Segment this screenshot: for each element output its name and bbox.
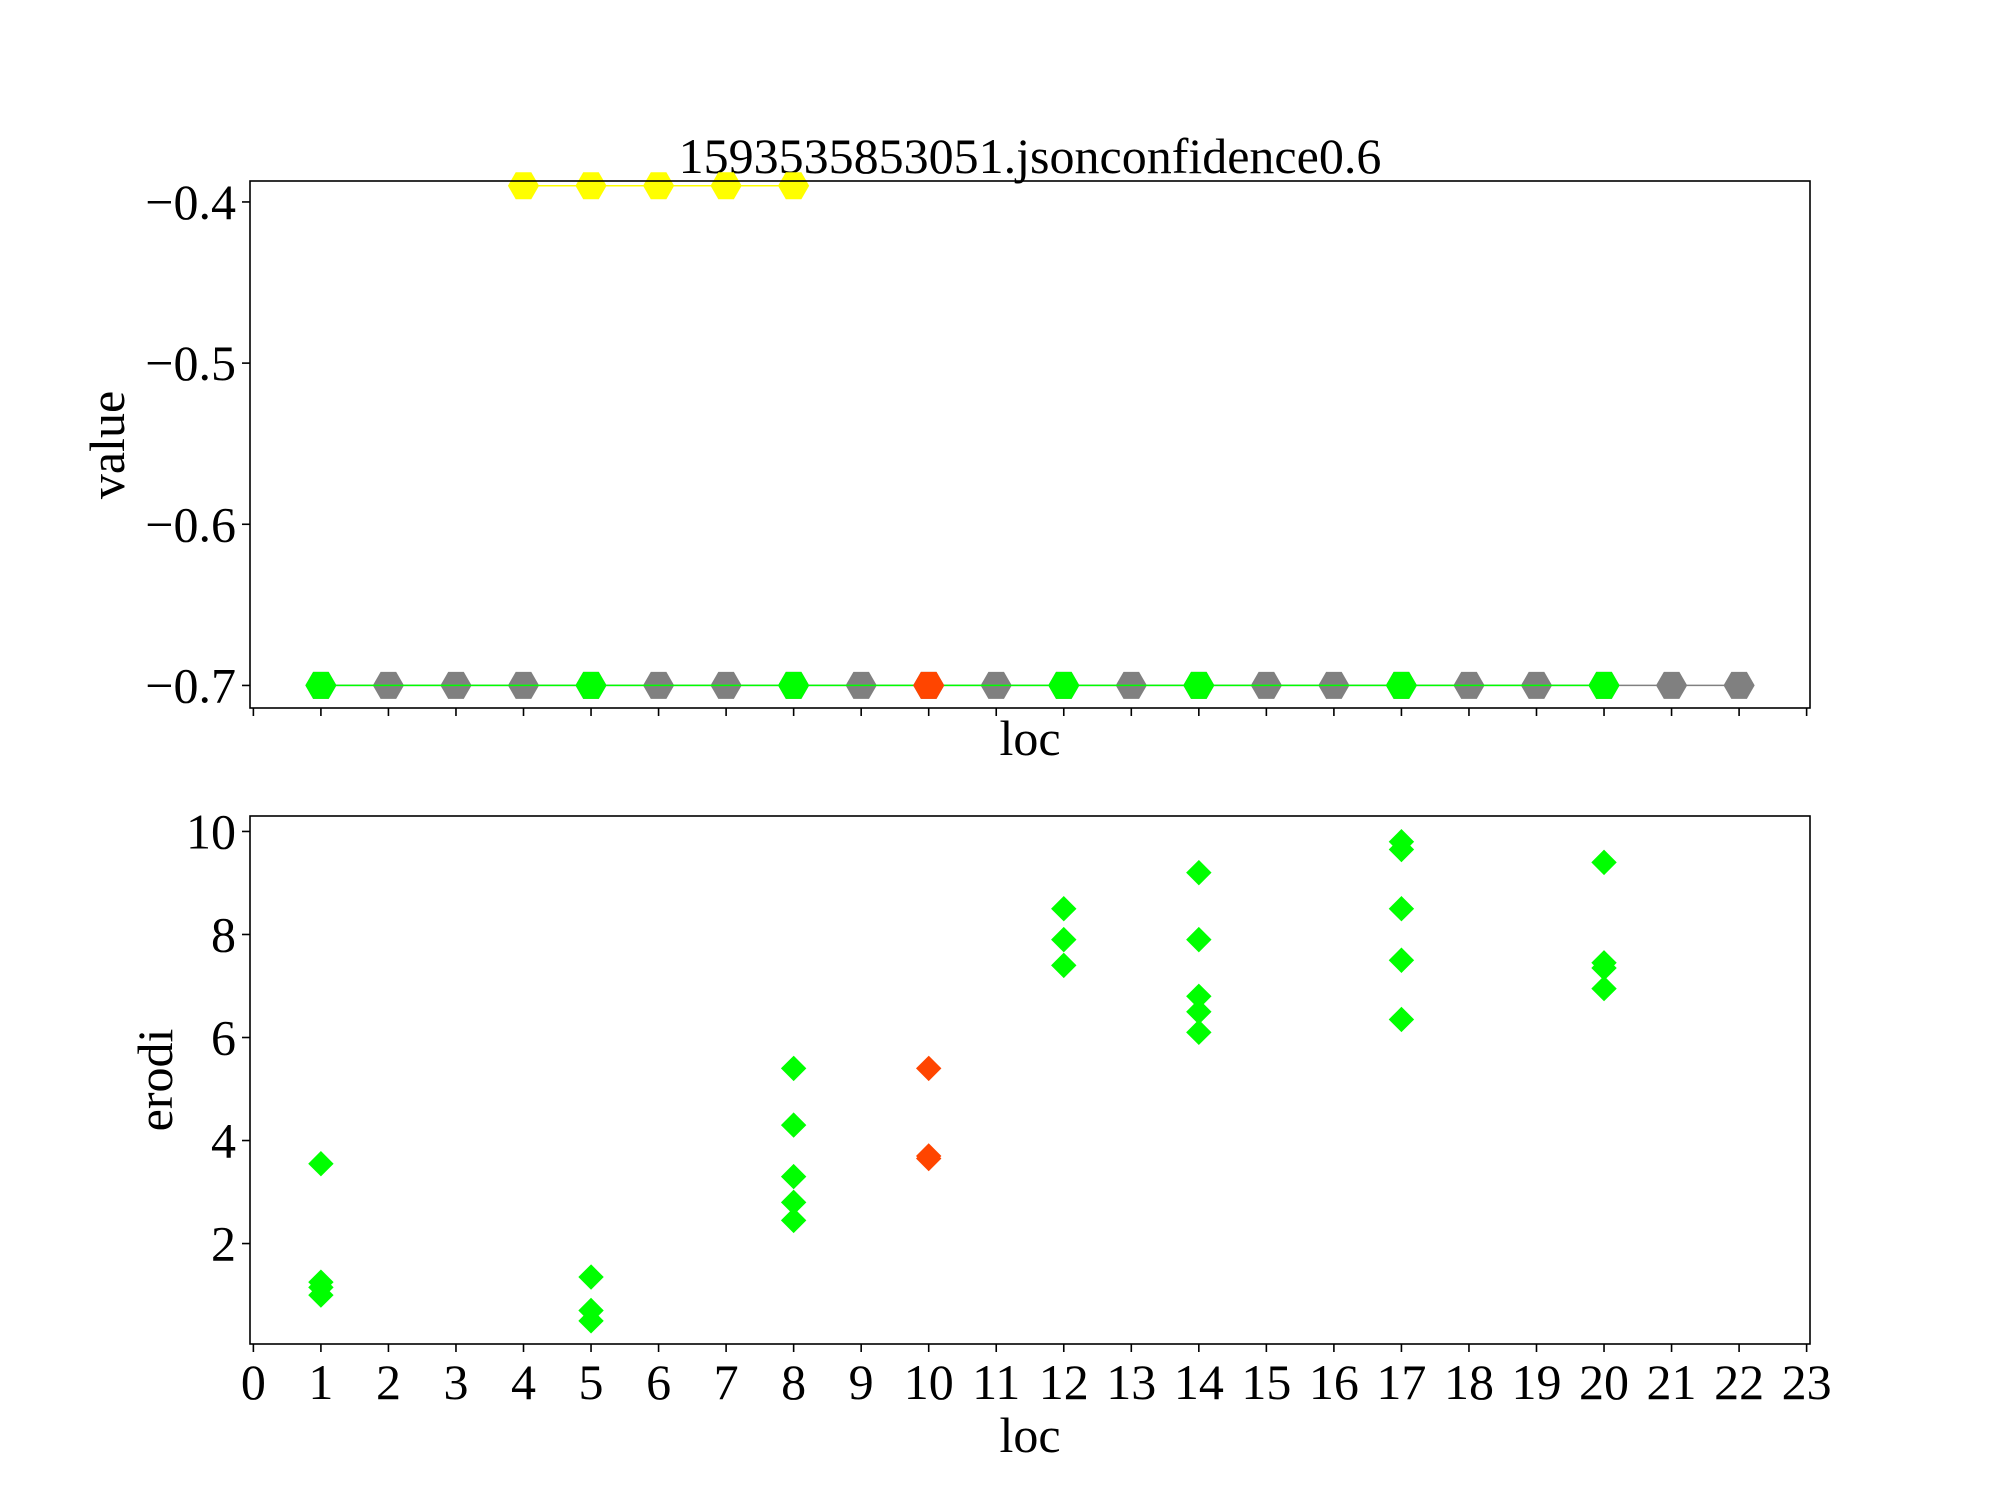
bottom-data-point xyxy=(1186,859,1212,886)
bottom-y-axis-label: erodi xyxy=(127,1029,183,1132)
bottom-data-point xyxy=(578,1308,604,1334)
bottom-y-axis-ticks: 2 4 6 8 10 xyxy=(186,803,250,1272)
bottom-x-tick-label: 5 xyxy=(579,1354,604,1410)
bottom-data-point xyxy=(780,1163,807,1190)
bottom-x-tick-label: 4 xyxy=(511,1354,536,1410)
bottom-y-tick-label: 10 xyxy=(186,803,236,859)
top-data-point xyxy=(778,671,810,699)
bottom-x-tick-label: 13 xyxy=(1106,1354,1156,1410)
bottom-data-point xyxy=(1388,836,1415,863)
top-data-point xyxy=(1385,671,1417,699)
top-x-axis-label: loc xyxy=(999,710,1060,766)
top-data-point xyxy=(778,172,810,200)
bottom-data-point xyxy=(578,1264,604,1290)
top-y-tick-label: −0.4 xyxy=(145,174,236,230)
bottom-data-point xyxy=(308,1151,334,1177)
bottom-x-tick-label: 15 xyxy=(1241,1354,1291,1410)
bottom-data-point xyxy=(915,1055,942,1082)
bottom-x-tick-label: 9 xyxy=(849,1354,874,1410)
bottom-x-tick-label: 20 xyxy=(1579,1354,1629,1410)
top-data-point xyxy=(1723,671,1755,699)
bottom-x-tick-label: 2 xyxy=(376,1354,401,1410)
bottom-data-point xyxy=(1388,896,1415,922)
bottom-data-point xyxy=(1051,896,1077,922)
top-data-point xyxy=(575,172,607,200)
top-y-axis-label: value xyxy=(79,391,135,499)
top-data-point xyxy=(1183,671,1215,699)
top-x-axis-ticks xyxy=(252,708,1808,716)
bottom-data-point xyxy=(915,1145,942,1172)
bottom-data-point xyxy=(1186,1019,1212,1046)
bottom-x-tick-label: 22 xyxy=(1714,1354,1764,1410)
top-data-point xyxy=(305,671,337,699)
bottom-data-point xyxy=(1591,975,1617,1002)
bottom-data-point xyxy=(780,1112,807,1138)
top-data-point xyxy=(913,671,945,699)
top-data-point xyxy=(1656,671,1688,699)
bottom-x-tick-label: 23 xyxy=(1782,1354,1832,1410)
bottom-data-point xyxy=(780,1207,807,1234)
bottom-x-tick-label: 17 xyxy=(1376,1354,1426,1410)
top-data-point xyxy=(710,172,742,200)
bottom-x-tick-label: 16 xyxy=(1309,1354,1359,1410)
bottom-x-tick-label: 18 xyxy=(1444,1354,1494,1410)
top-panel: 1593535853051.jsonconfidence0.6 −0.4−0.5… xyxy=(79,128,1811,766)
bottom-x-tick-label: 3 xyxy=(443,1354,468,1410)
bottom-x-tick-label: 19 xyxy=(1511,1354,1561,1410)
bottom-x-tick-label: 12 xyxy=(1039,1354,1089,1410)
bottom-x-tick-label: 21 xyxy=(1647,1354,1697,1410)
bottom-x-tick-label: 7 xyxy=(714,1354,739,1410)
top-axes-frame xyxy=(249,180,1811,709)
top-y-axis-ticks: −0.4 −0.5 −0.6 −0.7 xyxy=(145,174,250,713)
bottom-x-tick-label: 10 xyxy=(904,1354,954,1410)
top-data-point xyxy=(575,671,607,699)
bottom-x-axis-ticks: 0 1 2 3 4 5 6 7 8 9 10 11 12 13 14 15 16 17 18 19 20 21 22 23 xyxy=(241,1344,1832,1410)
top-data-point xyxy=(507,172,540,200)
bottom-data-point xyxy=(1388,1006,1415,1033)
bottom-y-tick-label: 2 xyxy=(211,1216,236,1272)
top-plot-marks xyxy=(305,172,1755,699)
bottom-data-point xyxy=(1591,849,1617,876)
top-y-tick-label: −0.6 xyxy=(145,496,236,552)
bottom-x-axis-label: loc xyxy=(999,1407,1060,1463)
top-data-point xyxy=(643,172,675,200)
bottom-data-point xyxy=(308,1282,334,1308)
top-data-point xyxy=(1048,671,1080,699)
bottom-y-tick-label: 4 xyxy=(211,1113,236,1169)
bottom-x-tick-label: 11 xyxy=(972,1354,1020,1410)
bottom-data-point xyxy=(1186,926,1212,953)
bottom-data-point xyxy=(1051,952,1077,979)
bottom-y-tick-label: 6 xyxy=(211,1010,236,1066)
bottom-x-tick-label: 0 xyxy=(241,1354,266,1410)
top-y-tick-label: −0.5 xyxy=(145,335,236,391)
bottom-y-tick-label: 8 xyxy=(211,906,236,962)
top-y-tick-label: −0.7 xyxy=(145,657,236,713)
bottom-data-point xyxy=(1051,926,1077,953)
bottom-plot-marks xyxy=(308,829,1617,1334)
bottom-x-tick-label: 1 xyxy=(308,1354,333,1410)
bottom-x-tick-label: 14 xyxy=(1174,1354,1224,1410)
bottom-data-point xyxy=(780,1055,807,1082)
bottom-axes-frame xyxy=(249,815,1811,1345)
bottom-x-tick-label: 6 xyxy=(646,1354,671,1410)
top-data-point xyxy=(1588,671,1620,699)
bottom-x-tick-label: 8 xyxy=(781,1354,806,1410)
bottom-data-point xyxy=(1388,947,1415,973)
